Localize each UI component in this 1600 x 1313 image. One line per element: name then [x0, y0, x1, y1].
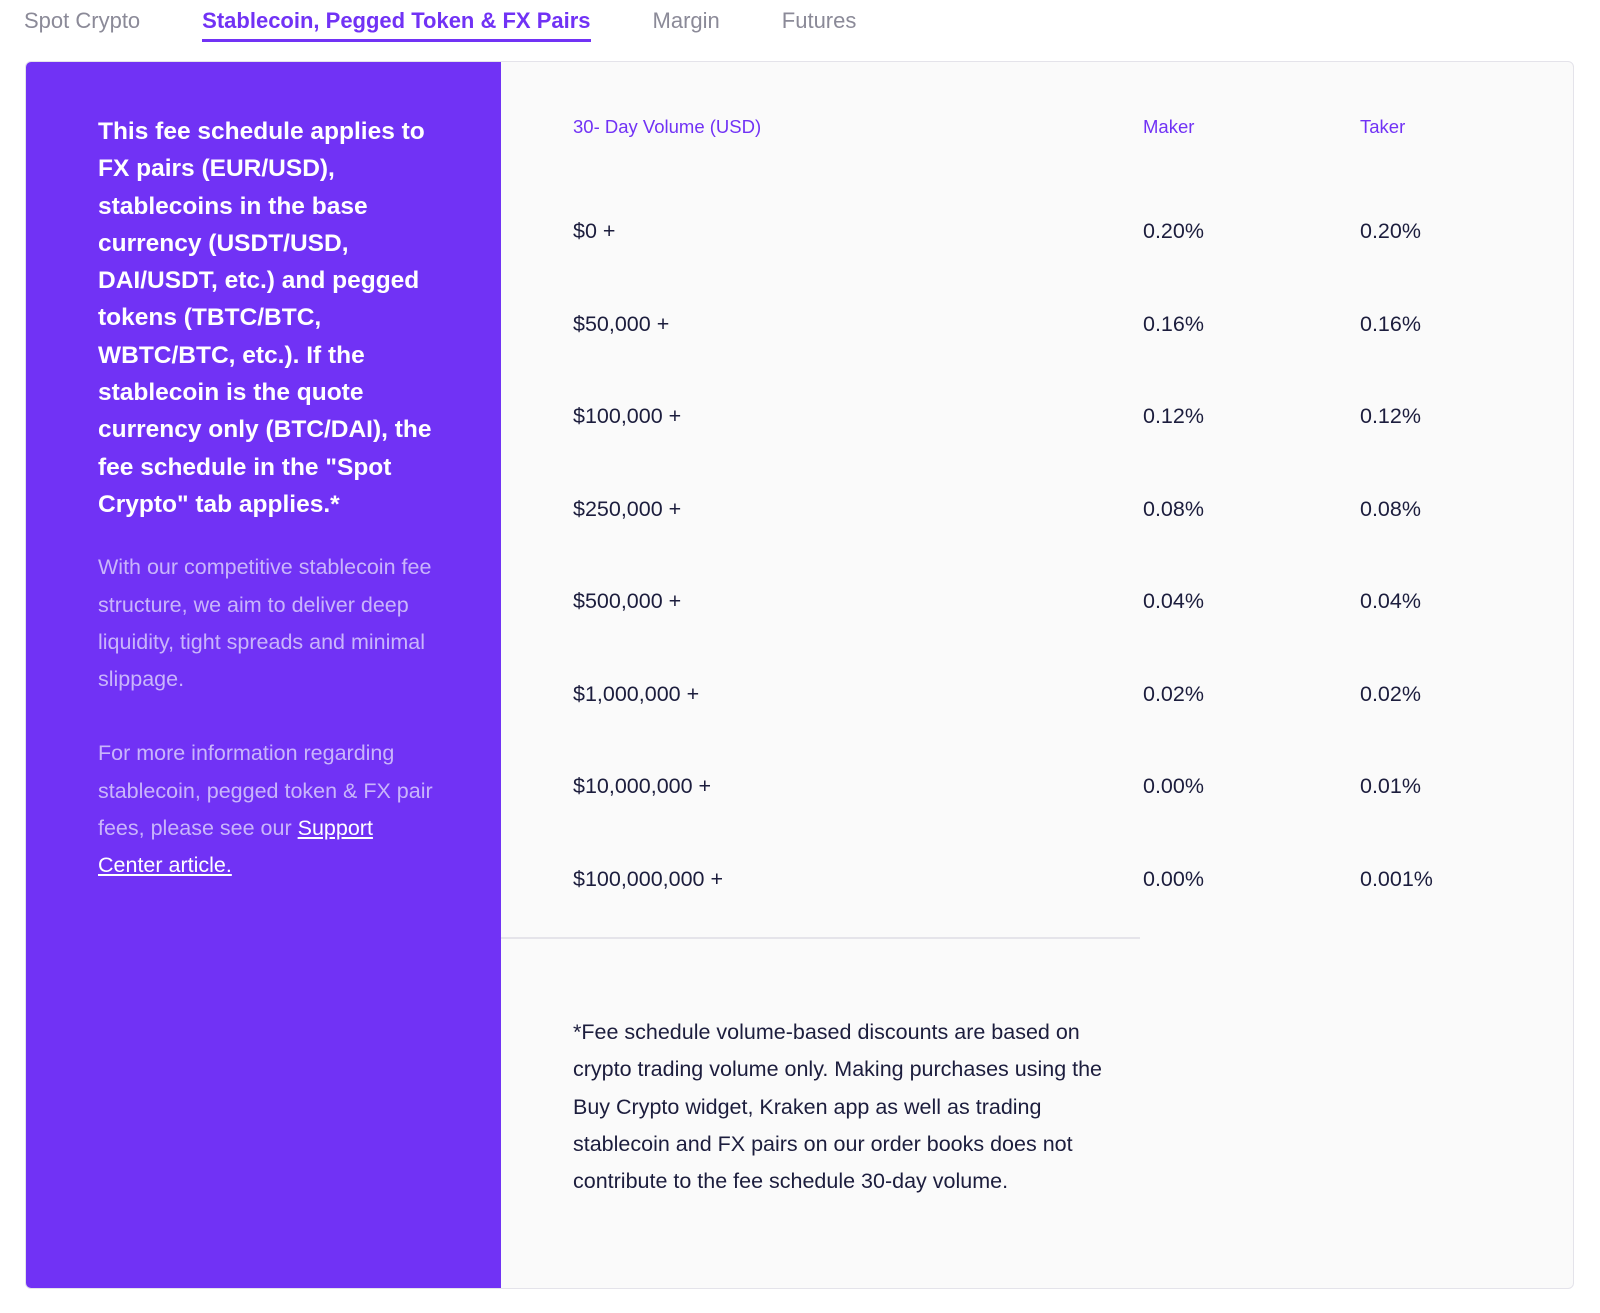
volume-cell: $100,000 + [573, 404, 682, 428]
info-panel-content: This fee schedule applies to FX pairs (E… [98, 113, 443, 885]
taker-fee-cell: 0.04% [1360, 589, 1421, 613]
volume-footnote: *Fee schedule volume-based discounts are… [573, 1020, 1103, 1194]
taker-fee-cell: 0.08% [1360, 496, 1421, 521]
fee-table: 30- Day Volume (USD) Maker Taker $0 + 0.… [501, 62, 1573, 1288]
table-divider [501, 937, 1140, 939]
more-info-text: For more information regarding stablecoi… [98, 735, 443, 884]
maker-fee-cell: 0.08% [1143, 496, 1204, 521]
volume-cell: $250,000 + [573, 496, 682, 521]
fee-table-body: $0 + 0.20% 0.20% $50,000 + 0.16% 0.16% $… [501, 187, 1573, 927]
taker-fee-cell: 0.20% [1360, 219, 1421, 243]
volume-cell: $1,000,000 + [573, 681, 700, 706]
tab-stablecoin-pegged-token-fx-pairs[interactable]: Stablecoin, Pegged Token & FX Pairs [202, 0, 591, 42]
support-center-link[interactable]: Support Center article. [98, 816, 373, 878]
header-volume: 30- Day Volume (USD) [573, 116, 762, 137]
taker-fee-cell: 0.12% [1360, 404, 1421, 428]
maker-fee-cell: 0.20% [1143, 219, 1204, 243]
table-row: $100,000,000 + 0.00% 0.001% [501, 835, 1573, 928]
maker-fee-cell: 0.16% [1143, 311, 1204, 336]
volume-cell: $50,000 + [573, 311, 670, 336]
taker-fee-cell: 0.001% [1360, 866, 1433, 891]
maker-fee-cell: 0.02% [1143, 681, 1204, 706]
maker-fee-cell: 0.12% [1143, 404, 1204, 428]
table-row: $100,000 + 0.12% 0.12% [501, 372, 1573, 465]
tab-bar: Spot Crypto Stablecoin, Pegged Token & F… [24, 0, 918, 48]
taker-fee-cell: 0.01% [1360, 774, 1421, 798]
header-maker: Maker [1143, 116, 1195, 137]
table-row: $0 + 0.20% 0.20% [501, 187, 1573, 280]
more-info-label: For more information regarding stablecoi… [98, 741, 433, 841]
header-taker: Taker [1360, 116, 1406, 137]
volume-cell: $0 + [573, 219, 616, 243]
taker-fee-cell: 0.16% [1360, 311, 1421, 336]
table-row: $250,000 + 0.08% 0.08% [501, 465, 1573, 558]
maker-fee-cell: 0.00% [1143, 866, 1204, 891]
table-row: $1,000,000 + 0.02% 0.02% [501, 650, 1573, 743]
volume-cell: $100,000,000 + [573, 866, 724, 891]
taker-fee-cell: 0.02% [1360, 681, 1421, 706]
maker-fee-cell: 0.00% [1143, 774, 1204, 798]
volume-cell: $500,000 + [573, 589, 682, 613]
volume-cell: $10,000,000 + [573, 774, 712, 798]
table-row: $50,000 + 0.16% 0.16% [501, 280, 1573, 373]
tab-spot-crypto[interactable]: Spot Crypto [24, 8, 141, 33]
fee-schedule-intro: This fee schedule applies to FX pairs (E… [98, 118, 432, 518]
tab-margin[interactable]: Margin [652, 8, 720, 33]
table-row: $10,000,000 + 0.00% 0.01% [501, 742, 1573, 835]
fee-schedule-card: This fee schedule applies to FX pairs (E… [25, 61, 1574, 1289]
stablecoin-description: With our competitive stablecoin fee stru… [98, 555, 432, 692]
maker-fee-cell: 0.04% [1143, 589, 1204, 613]
info-panel: This fee schedule applies to FX pairs (E… [26, 62, 501, 1288]
tab-futures[interactable]: Futures [781, 8, 857, 33]
table-row: $500,000 + 0.04% 0.04% [501, 557, 1573, 650]
